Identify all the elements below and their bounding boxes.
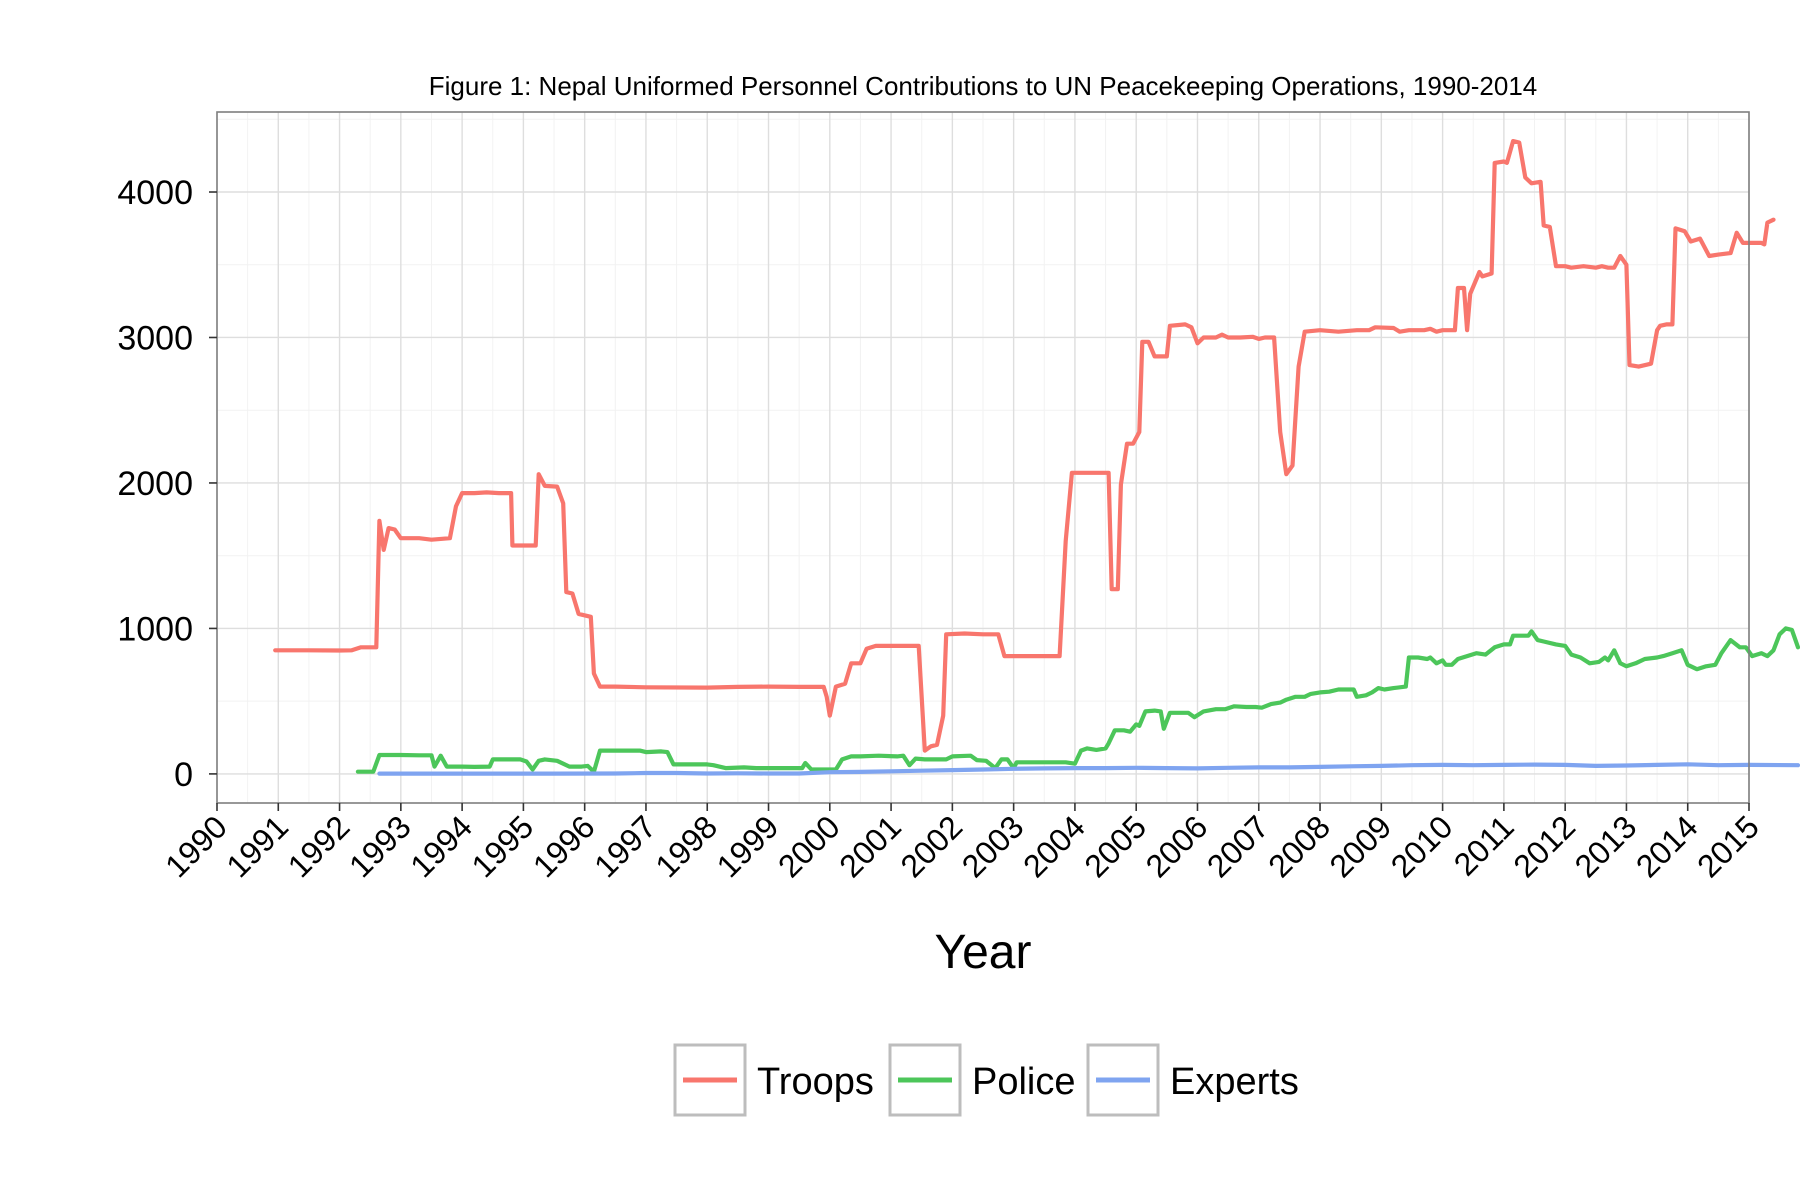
legend-label-troops: Troops — [757, 1061, 874, 1103]
x-tick-label: 2000 — [771, 808, 847, 884]
x-tick-label: 2014 — [1629, 808, 1705, 884]
x-tick-label: 1992 — [281, 808, 357, 884]
y-tick-label: 2000 — [117, 465, 193, 503]
y-tick-label: 4000 — [117, 174, 193, 212]
plot-frame — [216, 111, 1750, 804]
legend-label-experts: Experts — [1170, 1061, 1299, 1103]
x-tick-label: 2006 — [1139, 808, 1215, 884]
x-tick-label: 2008 — [1261, 808, 1337, 884]
x-tick-label: 1996 — [526, 808, 602, 884]
series-line-troops — [273, 139, 1776, 753]
x-tick-label: 1997 — [587, 808, 663, 884]
x-tick-label: 1998 — [648, 808, 724, 884]
x-axis: 1990199119921993199419951996199719981999… — [158, 803, 1766, 884]
series-line-experts — [377, 762, 1800, 776]
plot-border — [216, 111, 1750, 804]
x-tick-label: 2002 — [894, 808, 970, 884]
legend-label-police: Police — [972, 1061, 1076, 1103]
chart-title: Figure 1: Nepal Uniformed Personnel Cont… — [429, 71, 1538, 101]
x-tick-label: 2010 — [1384, 808, 1460, 884]
series-line-police — [355, 626, 1800, 774]
x-axis-title: Year — [935, 926, 1032, 979]
x-tick-label: 2003 — [955, 808, 1031, 884]
x-tick-label: 2011 — [1447, 808, 1521, 882]
y-tick-label: 3000 — [117, 319, 193, 357]
x-tick-label: 1995 — [465, 808, 541, 884]
y-axis: 0 1000 2000 3000 4000 — [117, 174, 217, 794]
x-tick-label: 2015 — [1690, 808, 1766, 884]
minor-gridlines — [217, 112, 1749, 803]
x-tick-label: 2004 — [1016, 808, 1092, 884]
x-tick-label: 2009 — [1322, 808, 1398, 884]
x-tick-label: 2005 — [1077, 808, 1153, 884]
y-tick-label: 1000 — [117, 610, 193, 648]
y-tick-label: 0 — [174, 756, 193, 794]
x-tick-label: 1990 — [158, 808, 234, 884]
x-tick-label: 1993 — [342, 808, 418, 884]
legend: Troops Police Experts — [673, 1043, 1299, 1117]
x-tick-label: 1994 — [403, 808, 479, 884]
x-tick-label: 1991 — [219, 808, 295, 884]
x-tick-label: 2001 — [832, 808, 908, 884]
x-tick-label: 2007 — [1200, 808, 1276, 884]
series-lines — [273, 139, 1800, 776]
x-tick-label: 1999 — [710, 808, 786, 884]
x-tick-label: 2013 — [1568, 808, 1644, 884]
x-tick-label: 2012 — [1506, 808, 1582, 884]
